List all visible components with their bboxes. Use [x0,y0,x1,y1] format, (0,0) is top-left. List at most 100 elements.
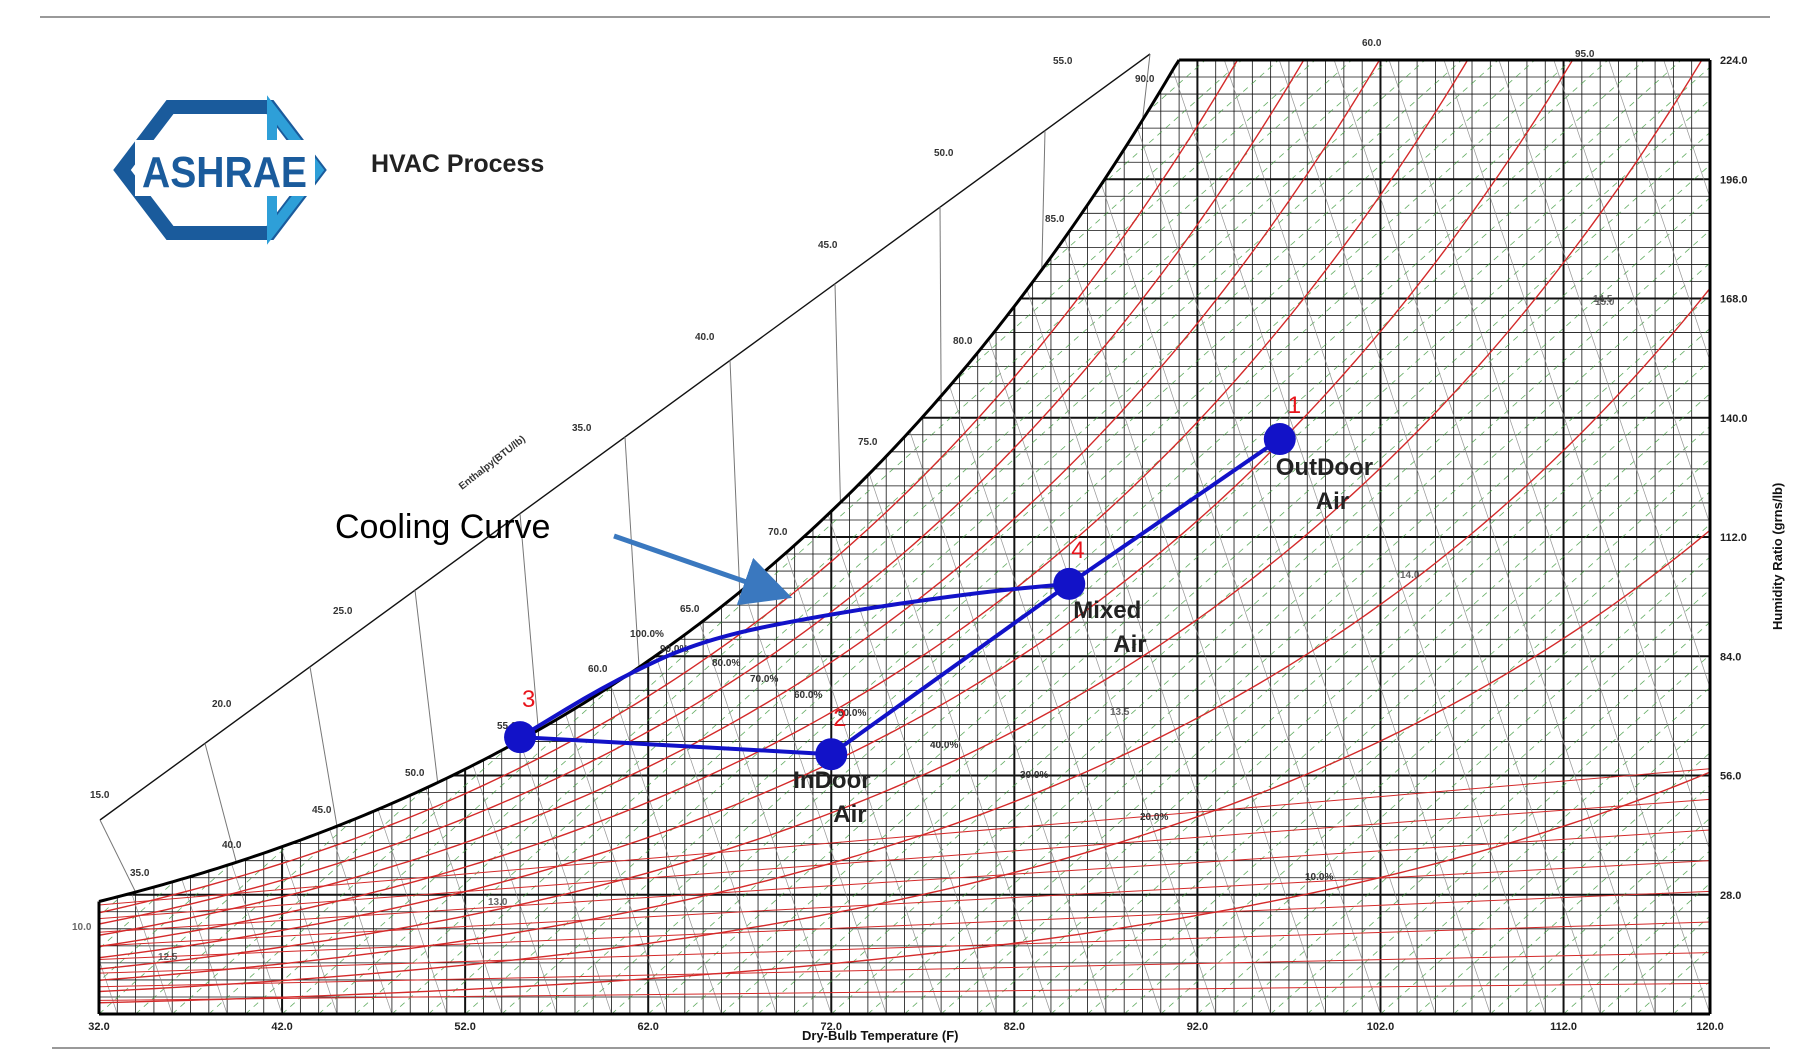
x-tick-label: 92.0 [1187,1021,1208,1033]
y-tick-label: 224.0 [1720,55,1748,67]
chart-title: HVAC Process [371,150,544,178]
state-point-3 [504,721,537,754]
enthalpy-tick: 45.0 [818,240,838,251]
cooling-curve-arrow [613,533,793,606]
y-axis-title: Humidity Ratio (grns/lb) [1770,483,1785,630]
wet-bulb-line [1526,60,1710,1014]
rh-label: 100.0% [630,629,664,640]
enthalpy-tick: 60.0 [1362,38,1382,49]
state-point-number: 1 [1288,392,1301,419]
rh-curve [99,529,1710,993]
rh-curve-low [99,768,1710,906]
rh-curve-low [99,829,1710,933]
rh-curve [99,60,1710,959]
enthalpy-tick: 50.0 [934,148,954,159]
misc-label: 14.5 [1593,294,1613,305]
wet-bulb-line [1050,60,1710,1014]
rh-label: 20.0% [1140,812,1168,823]
sat-temp-label: 35.0 [130,868,150,879]
sat-temp-label: 50.0 [405,768,425,779]
wet-bulb-line [1453,60,1710,1014]
rh-label: 10.0% [1305,872,1333,883]
enthalpy-line [834,283,841,503]
x-tick-label: 52.0 [454,1021,475,1033]
volume-line [0,34,62,1014]
x-axis-title: Dry-Bulb Temperature (F) [802,1028,959,1043]
y-tick-label: 112.0 [1720,532,1747,544]
misc-label: 13.0 [488,897,508,908]
wet-bulb-line [1380,60,1710,1014]
rh-curve [99,60,1710,970]
x-tick-label: 42.0 [271,1021,292,1033]
wet-bulb-line [611,60,1710,1014]
volume-line [1050,60,1381,1014]
rh-curve-low [99,890,1710,960]
volume-line [99,60,118,1014]
rh-curve-low [99,952,1710,988]
misc-label: 12.5 [158,952,178,963]
rh-curve-low [99,921,1710,974]
wet-bulb-line [977,60,1710,1014]
state-point-label: InDoor [793,767,870,794]
state-point-number: 4 [1071,537,1084,564]
enthalpy-tick: 55.0 [1053,56,1073,67]
misc-label: 10.0 [72,922,92,933]
rh-curve-low [99,982,1710,1001]
sat-temp-label: 85.0 [1045,214,1065,225]
volume-line [1380,60,1710,1014]
volume-line [1325,60,1656,1014]
wet-bulb-line [1599,60,1710,1014]
state-point-number: 2 [833,705,846,732]
cooling-curve-line [519,581,1070,739]
misc-label: 15.0 [1595,297,1615,308]
state-point-label: Air [1113,631,1146,658]
cooling-curve-annotation: Cooling Curve [335,508,550,546]
sat-temp-label: 90.0 [1135,74,1155,85]
process-lines [519,437,1281,757]
wet-bulb-line [1197,60,1710,1014]
wet-bulb-line [501,60,1601,1014]
wet-bulb-line [281,60,1381,1014]
enthalpy-line [939,207,942,396]
y-tick-label: 28.0 [1720,890,1741,902]
wet-bulb-line [940,60,1710,1014]
wet-bulb-line [1270,60,1710,1014]
rh-label: 80.0% [712,658,740,669]
volume-line [1215,60,1546,1014]
enthalpy-tick: 40.0 [695,332,715,343]
enthalpy-tick: 15.0 [90,790,110,801]
rh-curve [99,60,1710,948]
rh-label: 50.0% [838,708,866,719]
wet-bulb-line [391,60,1491,1014]
sat-temp-label: 45.0 [312,805,332,816]
rh-curve [99,60,1710,936]
rh-curve [99,287,1710,981]
state-point-1 [1263,423,1296,456]
volume-line [0,34,7,1014]
process-line [1068,437,1281,586]
sat-temp-label: 75.0 [858,437,878,448]
x-tick-label: 112.0 [1550,1021,1577,1033]
enthalpy-tick: 25.0 [333,606,353,617]
sat-temp-label: 65.0 [680,604,700,615]
state-point-label: Air [1316,488,1349,515]
wet-bulb-line [1123,60,1710,1014]
enthalpy-tick: 35.0 [572,423,592,434]
wet-bulb-line [1160,60,1710,1014]
volume-line [1489,60,1710,1014]
logo-text: ASHRAE [142,148,307,197]
wet-bulb-line [867,60,1710,1014]
state-points: 1 OutDoor Air 4 Mixed Air 2 InDoor Air 3 [504,392,1373,828]
sat-temp-label: 80.0 [953,336,973,347]
rh-curve [99,60,1710,914]
enthalpy-line [519,513,539,731]
state-point-4 [1053,567,1086,600]
state-point-label: Mixed [1073,597,1141,624]
enthalpy-tick: 20.0 [212,699,232,710]
rh-label: 90.0% [660,644,688,655]
wet-bulb-line [1233,60,1710,1014]
state-point-label: Air [833,801,866,828]
wet-bulb-line [1490,60,1710,1014]
enthalpy-line [1041,130,1046,270]
enthalpy-line [204,743,237,863]
